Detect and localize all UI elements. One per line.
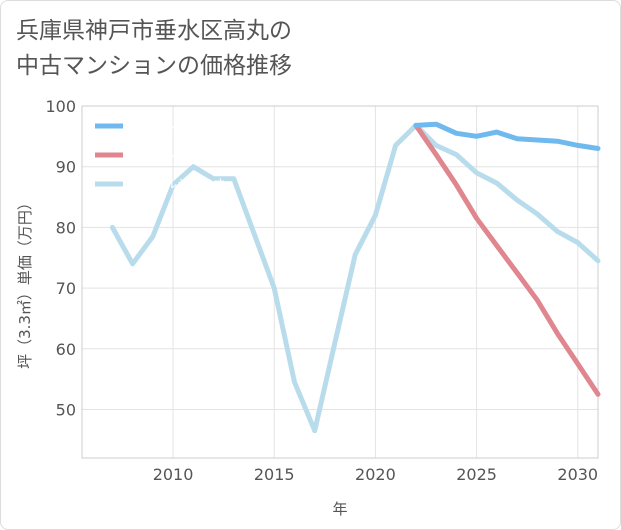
legend-label: グッドシナリオ: [129, 119, 213, 133]
x-tick-label: 2020: [355, 465, 396, 484]
series-lines: [109, 121, 601, 434]
x-axis-ticks: 2010 2015 2020 2025 2030: [153, 465, 598, 484]
y-axis-label: 坪（3.3㎡）単価（万円）: [16, 195, 34, 369]
series-line-0: [413, 121, 601, 151]
x-tick-label: 2015: [254, 465, 295, 484]
series-line-1: [413, 122, 601, 397]
y-axis-ticks: 50 60 70 80 90 100: [45, 97, 76, 419]
x-tick-label: 2010: [153, 465, 194, 484]
x-tick-label: 2025: [456, 465, 497, 484]
x-tick-label: 2030: [557, 465, 598, 484]
x-axis-label: 年: [332, 500, 347, 518]
chart-title: 兵庫県神戸市垂水区高丸の 中古マンションの価格推移: [16, 14, 292, 84]
series-line-2: [109, 122, 601, 434]
y-tick-label: 80: [56, 218, 76, 237]
grid: [82, 105, 598, 458]
y-tick-label: 100: [45, 97, 76, 116]
legend-label: ノーマルシナリオ: [129, 177, 225, 191]
plot-border: [81, 105, 599, 459]
chart-title-line1: 兵庫県神戸市垂水区高丸の: [16, 18, 292, 44]
y-tick-label: 90: [56, 158, 76, 177]
y-tick-label: 60: [56, 340, 76, 359]
chart-title-line2: 中古マンションの価格推移: [16, 53, 292, 79]
legend-label: バッドシナリオ: [129, 148, 213, 162]
y-tick-label: 50: [56, 400, 76, 419]
y-tick-label: 70: [56, 279, 76, 298]
